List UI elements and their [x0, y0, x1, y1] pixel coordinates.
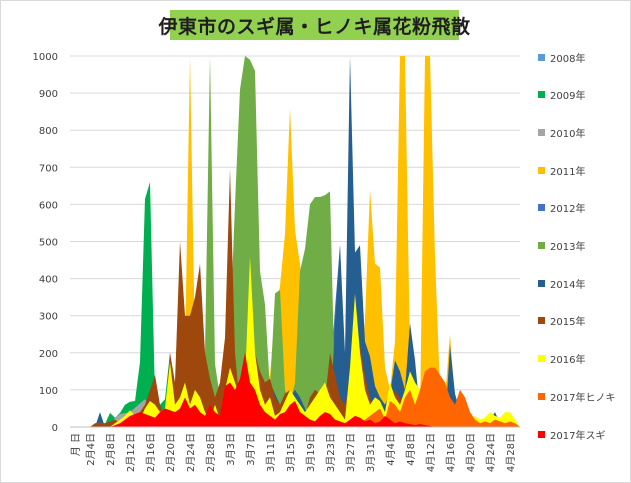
y-tick-label: 0 — [52, 423, 58, 434]
x-tick-label: 3月15日 — [285, 433, 297, 472]
legend-label: 2016年 — [550, 355, 586, 367]
legend-item: 2013年 — [538, 239, 585, 253]
x-tick-label: 4月12日 — [425, 433, 437, 472]
legend-label: 2017年スギ — [550, 430, 606, 442]
legend-swatch — [538, 166, 545, 174]
legend-item: 2010年 — [538, 125, 586, 140]
legend-label: 2015年 — [550, 317, 586, 329]
x-tick-label: 4月8日 — [405, 433, 417, 466]
legend-swatch — [538, 317, 545, 325]
legend-label: 2008年 — [550, 53, 586, 65]
legend-swatch — [538, 279, 545, 287]
x-tick-label: 2月8日 — [105, 433, 117, 466]
legend-swatch — [538, 53, 545, 61]
legend-label: 2012年 — [550, 204, 586, 216]
x-tick-label: 2月12日 — [125, 433, 137, 472]
x-tick-label: 3月7日 — [245, 433, 257, 466]
legend-swatch — [538, 204, 545, 212]
x-tick-label: 3月31日 — [365, 433, 377, 472]
legend-swatch — [538, 91, 545, 99]
legend-label: 2017年ヒノキ — [550, 392, 616, 404]
legend-item: 2012年 — [538, 201, 585, 215]
legend-swatch — [538, 430, 545, 438]
legend-item: 2017年ヒノキ — [538, 389, 616, 404]
x-tick-label: 2月24日 — [185, 433, 197, 472]
series-area-5 — [180, 56, 350, 427]
y-tick-label: 700 — [39, 163, 58, 174]
chart-title-box: 伊東市のスギ属・ヒノキ属花粉飛散 — [159, 10, 470, 40]
series-area-3 — [170, 56, 480, 427]
legend-item: 2011年 — [538, 163, 586, 178]
y-tick-label: 600 — [39, 200, 58, 211]
x-tick-label: 2月4日 — [85, 433, 97, 466]
y-tick-label: 1000 — [33, 52, 58, 63]
legend-swatch — [538, 355, 545, 363]
series-area-8 — [110, 256, 520, 427]
legend-item: 2017年スギ — [538, 427, 606, 442]
legend-swatch — [538, 128, 545, 136]
y-tick-label: 800 — [39, 126, 58, 137]
x-tick-label: 4月16日 — [445, 433, 457, 472]
legend-item: 2008年 — [538, 50, 586, 65]
x-tick-label: 2月16日 — [145, 433, 157, 472]
y-tick-label: 100 — [39, 386, 58, 397]
y-tick-label: 400 — [39, 275, 58, 286]
legend-item: 2016年 — [538, 352, 585, 366]
legend-label: 2009年 — [550, 91, 586, 103]
x-tick-label: 4月28日 — [505, 433, 517, 472]
legend-label: 2011年 — [550, 166, 586, 178]
x-tick-label: 3月3日 — [225, 433, 237, 466]
x-tick-label: 3月23日 — [325, 433, 337, 472]
legend-label: 2014年 — [550, 279, 586, 291]
x-tick-label: 月 日 — [70, 433, 82, 456]
y-tick-label: 300 — [39, 312, 58, 323]
legend-item: 2015年 — [538, 314, 585, 328]
x-tick-label: 2月20日 — [165, 433, 177, 472]
y-tick-label: 200 — [39, 349, 58, 360]
legend-swatch — [538, 242, 545, 249]
y-tick-label: 900 — [39, 89, 58, 100]
y-tick-label: 500 — [39, 238, 58, 249]
legend-label: 2013年 — [550, 242, 586, 253]
x-tick-label: 3月11日 — [265, 433, 277, 472]
legend-swatch — [538, 392, 545, 400]
series-area-9 — [355, 367, 520, 427]
x-tick-label: 3月27日 — [345, 433, 357, 472]
x-tick-label: 3月19日 — [305, 433, 317, 472]
x-tick-label: 4月24日 — [485, 433, 497, 472]
legend-item: 2009年 — [538, 88, 585, 102]
series-area-10 — [70, 352, 435, 427]
chart-title: 伊東市のスギ属・ヒノキ属花粉飛散 — [158, 15, 471, 38]
legend-item: 2014年 — [538, 276, 586, 291]
series-group — [70, 56, 520, 427]
x-tick-label: 2月28日 — [205, 433, 217, 472]
legend-label: 2010年 — [550, 128, 586, 140]
x-tick-label: 4月20日 — [465, 433, 477, 472]
x-tick-label: 4月4日 — [385, 433, 397, 466]
